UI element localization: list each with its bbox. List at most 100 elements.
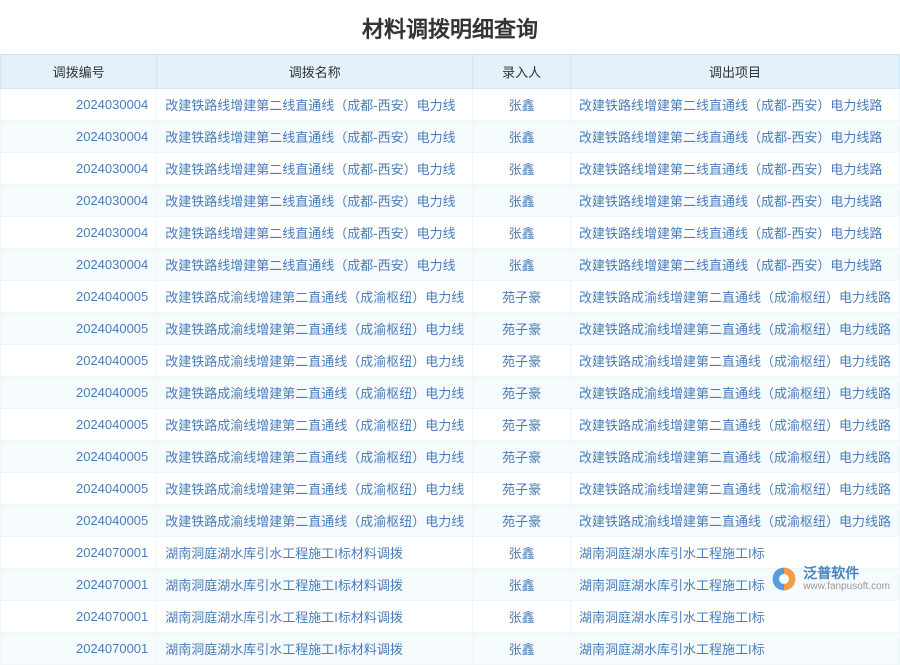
cell-transfer-name: 湖南洞庭湖水库引水工程施工I标材料调拨: [157, 601, 473, 633]
col-header-project[interactable]: 调出项目: [570, 55, 899, 89]
cell-enter-person: 苑子豪: [473, 441, 571, 473]
cell-out-project: 改建铁路线增建第二线直通线（成都-西安）电力线路: [570, 89, 899, 121]
cell-transfer-name: 改建铁路线增建第二线直通线（成都-西安）电力线: [157, 249, 473, 281]
cell-transfer-id: 2024030004: [1, 121, 157, 153]
table-row[interactable]: 2024070001湖南洞庭湖水库引水工程施工I标材料调拨张鑫湖南洞庭湖水库引水…: [1, 537, 900, 569]
cell-out-project: 改建铁路线增建第二线直通线（成都-西安）电力线路: [570, 185, 899, 217]
cell-out-project: 改建铁路成渝线增建第二直通线（成渝枢纽）电力线路: [570, 281, 899, 313]
table-row[interactable]: 2024030004改建铁路线增建第二线直通线（成都-西安）电力线张鑫改建铁路线…: [1, 89, 900, 121]
cell-transfer-name: 改建铁路线增建第二线直通线（成都-西安）电力线: [157, 121, 473, 153]
cell-transfer-name: 改建铁路成渝线增建第二直通线（成渝枢纽）电力线: [157, 377, 473, 409]
watermark-url: www.fanpusoft.com: [803, 581, 890, 592]
cell-transfer-name: 改建铁路成渝线增建第二直通线（成渝枢纽）电力线: [157, 313, 473, 345]
cell-transfer-id: 2024070001: [1, 633, 157, 665]
cell-transfer-name: 改建铁路线增建第二线直通线（成都-西安）电力线: [157, 153, 473, 185]
cell-transfer-name: 湖南洞庭湖水库引水工程施工I标材料调拨: [157, 569, 473, 601]
cell-transfer-name: 改建铁路成渝线增建第二直通线（成渝枢纽）电力线: [157, 473, 473, 505]
cell-out-project: 改建铁路线增建第二线直通线（成都-西安）电力线路: [570, 153, 899, 185]
cell-transfer-id: 2024030004: [1, 249, 157, 281]
cell-transfer-id: 2024040005: [1, 505, 157, 537]
cell-transfer-name: 改建铁路成渝线增建第二直通线（成渝枢纽）电力线: [157, 281, 473, 313]
cell-transfer-id: 2024070001: [1, 537, 157, 569]
cell-transfer-name: 湖南洞庭湖水库引水工程施工I标材料调拨: [157, 633, 473, 665]
table-row[interactable]: 2024030004改建铁路线增建第二线直通线（成都-西安）电力线张鑫改建铁路线…: [1, 121, 900, 153]
col-header-enter[interactable]: 录入人: [473, 55, 571, 89]
cell-enter-person: 张鑫: [473, 153, 571, 185]
cell-transfer-id: 2024040005: [1, 345, 157, 377]
cell-enter-person: 苑子豪: [473, 377, 571, 409]
cell-enter-person: 张鑫: [473, 89, 571, 121]
cell-out-project: 改建铁路线增建第二线直通线（成都-西安）电力线路: [570, 249, 899, 281]
cell-enter-person: 苑子豪: [473, 409, 571, 441]
page-title: 材料调拨明细查询: [0, 0, 900, 54]
table-row[interactable]: 2024040005改建铁路成渝线增建第二直通线（成渝枢纽）电力线苑子豪改建铁路…: [1, 441, 900, 473]
table-row[interactable]: 2024040005改建铁路成渝线增建第二直通线（成渝枢纽）电力线苑子豪改建铁路…: [1, 345, 900, 377]
cell-transfer-name: 改建铁路成渝线增建第二直通线（成渝枢纽）电力线: [157, 409, 473, 441]
transfer-detail-table: 调拨编号 调拨名称 录入人 调出项目 2024030004改建铁路线增建第二线直…: [0, 54, 900, 665]
table-row[interactable]: 2024070001湖南洞庭湖水库引水工程施工I标材料调拨张鑫湖南洞庭湖水库引水…: [1, 569, 900, 601]
table-row[interactable]: 2024030004改建铁路线增建第二线直通线（成都-西安）电力线张鑫改建铁路线…: [1, 249, 900, 281]
cell-transfer-name: 湖南洞庭湖水库引水工程施工I标材料调拨: [157, 537, 473, 569]
cell-transfer-id: 2024030004: [1, 217, 157, 249]
cell-enter-person: 苑子豪: [473, 281, 571, 313]
page-container: 材料调拨明细查询 调拨编号 调拨名称 录入人 调出项目 2024030004改建…: [0, 0, 900, 600]
cell-enter-person: 张鑫: [473, 601, 571, 633]
table-row[interactable]: 2024070001湖南洞庭湖水库引水工程施工I标材料调拨张鑫湖南洞庭湖水库引水…: [1, 633, 900, 665]
cell-enter-person: 张鑫: [473, 569, 571, 601]
cell-transfer-id: 2024040005: [1, 313, 157, 345]
cell-out-project: 改建铁路成渝线增建第二直通线（成渝枢纽）电力线路: [570, 313, 899, 345]
cell-enter-person: 张鑫: [473, 121, 571, 153]
cell-out-project: 改建铁路成渝线增建第二直通线（成渝枢纽）电力线路: [570, 345, 899, 377]
col-header-id[interactable]: 调拨编号: [1, 55, 157, 89]
cell-transfer-name: 改建铁路成渝线增建第二直通线（成渝枢纽）电力线: [157, 441, 473, 473]
table-row[interactable]: 2024040005改建铁路成渝线增建第二直通线（成渝枢纽）电力线苑子豪改建铁路…: [1, 377, 900, 409]
cell-out-project: 改建铁路成渝线增建第二直通线（成渝枢纽）电力线路: [570, 409, 899, 441]
table-row[interactable]: 2024030004改建铁路线增建第二线直通线（成都-西安）电力线张鑫改建铁路线…: [1, 217, 900, 249]
watermark-logo-icon: [771, 566, 797, 592]
table-row[interactable]: 2024040005改建铁路成渝线增建第二直通线（成渝枢纽）电力线苑子豪改建铁路…: [1, 473, 900, 505]
table-row[interactable]: 2024040005改建铁路成渝线增建第二直通线（成渝枢纽）电力线苑子豪改建铁路…: [1, 409, 900, 441]
table-row[interactable]: 2024030004改建铁路线增建第二线直通线（成都-西安）电力线张鑫改建铁路线…: [1, 153, 900, 185]
cell-out-project: 改建铁路成渝线增建第二直通线（成渝枢纽）电力线路: [570, 441, 899, 473]
cell-transfer-id: 2024040005: [1, 473, 157, 505]
watermark-brand-name: 泛普软件: [803, 566, 890, 581]
cell-transfer-id: 2024040005: [1, 377, 157, 409]
table-row[interactable]: 2024070001湖南洞庭湖水库引水工程施工I标材料调拨张鑫湖南洞庭湖水库引水…: [1, 601, 900, 633]
cell-enter-person: 张鑫: [473, 217, 571, 249]
table-row[interactable]: 2024030004改建铁路线增建第二线直通线（成都-西安）电力线张鑫改建铁路线…: [1, 185, 900, 217]
cell-out-project: 湖南洞庭湖水库引水工程施工I标: [570, 601, 899, 633]
cell-out-project: 改建铁路成渝线增建第二直通线（成渝枢纽）电力线路: [570, 377, 899, 409]
cell-transfer-id: 2024030004: [1, 185, 157, 217]
cell-enter-person: 张鑫: [473, 185, 571, 217]
cell-enter-person: 张鑫: [473, 249, 571, 281]
cell-enter-person: 苑子豪: [473, 505, 571, 537]
table-row[interactable]: 2024040005改建铁路成渝线增建第二直通线（成渝枢纽）电力线苑子豪改建铁路…: [1, 313, 900, 345]
cell-transfer-name: 改建铁路线增建第二线直通线（成都-西安）电力线: [157, 185, 473, 217]
cell-transfer-id: 2024070001: [1, 569, 157, 601]
cell-transfer-id: 2024070001: [1, 601, 157, 633]
watermark-text: 泛普软件 www.fanpusoft.com: [803, 566, 890, 592]
cell-enter-person: 苑子豪: [473, 313, 571, 345]
cell-transfer-id: 2024030004: [1, 153, 157, 185]
table-row[interactable]: 2024040005改建铁路成渝线增建第二直通线（成渝枢纽）电力线苑子豪改建铁路…: [1, 281, 900, 313]
watermark: 泛普软件 www.fanpusoft.com: [771, 566, 890, 592]
table-body: 2024030004改建铁路线增建第二线直通线（成都-西安）电力线张鑫改建铁路线…: [1, 89, 900, 665]
cell-out-project: 改建铁路成渝线增建第二直通线（成渝枢纽）电力线路: [570, 505, 899, 537]
cell-out-project: 湖南洞庭湖水库引水工程施工I标: [570, 633, 899, 665]
cell-enter-person: 苑子豪: [473, 473, 571, 505]
cell-transfer-id: 2024030004: [1, 89, 157, 121]
cell-transfer-name: 改建铁路线增建第二线直通线（成都-西安）电力线: [157, 89, 473, 121]
cell-out-project: 湖南洞庭湖水库引水工程施工I标: [570, 537, 899, 569]
cell-enter-person: 张鑫: [473, 537, 571, 569]
col-header-name[interactable]: 调拨名称: [157, 55, 473, 89]
cell-enter-person: 苑子豪: [473, 345, 571, 377]
cell-transfer-id: 2024040005: [1, 409, 157, 441]
cell-out-project: 改建铁路线增建第二线直通线（成都-西安）电力线路: [570, 121, 899, 153]
cell-transfer-id: 2024040005: [1, 441, 157, 473]
cell-transfer-id: 2024040005: [1, 281, 157, 313]
cell-out-project: 改建铁路线增建第二线直通线（成都-西安）电力线路: [570, 217, 899, 249]
cell-transfer-name: 改建铁路线增建第二线直通线（成都-西安）电力线: [157, 217, 473, 249]
cell-out-project: 改建铁路成渝线增建第二直通线（成渝枢纽）电力线路: [570, 473, 899, 505]
table-row[interactable]: 2024040005改建铁路成渝线增建第二直通线（成渝枢纽）电力线苑子豪改建铁路…: [1, 505, 900, 537]
cell-enter-person: 张鑫: [473, 633, 571, 665]
